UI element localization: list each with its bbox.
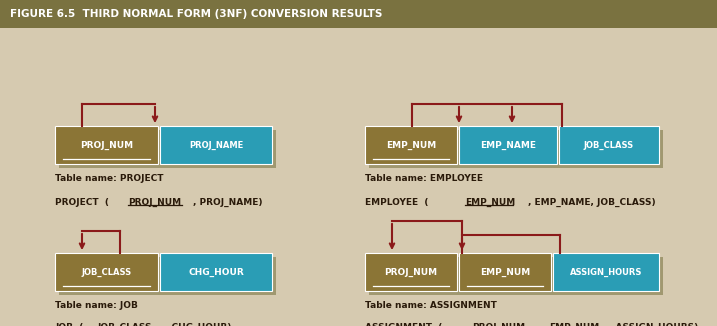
- Bar: [0, 0, 717, 28]
- Bar: [459, 126, 557, 164]
- Bar: [365, 126, 457, 164]
- Text: JOB_CLASS: JOB_CLASS: [82, 267, 132, 276]
- Text: , ASSIGN_HOURS): , ASSIGN_HOURS): [609, 323, 698, 326]
- Bar: [559, 126, 659, 164]
- Bar: [160, 126, 272, 164]
- Text: Table name: ASSIGNMENT: Table name: ASSIGNMENT: [365, 301, 497, 310]
- Bar: [559, 126, 659, 164]
- Text: ,: ,: [537, 323, 543, 326]
- Bar: [160, 126, 272, 164]
- Bar: [365, 253, 457, 291]
- Bar: [59, 130, 276, 168]
- Text: , EMP_NAME, JOB_CLASS): , EMP_NAME, JOB_CLASS): [528, 198, 655, 207]
- Text: ASSIGN_HOURS: ASSIGN_HOURS: [570, 267, 642, 276]
- Text: Table name: JOB: Table name: JOB: [55, 301, 138, 310]
- Text: JOB_CLASS: JOB_CLASS: [97, 323, 151, 326]
- Text: ASSIGNMENT  (: ASSIGNMENT (: [365, 323, 442, 326]
- Bar: [365, 126, 457, 164]
- Bar: [55, 126, 158, 164]
- Bar: [55, 253, 158, 291]
- Bar: [55, 253, 158, 291]
- Bar: [553, 253, 659, 291]
- Bar: [459, 253, 551, 291]
- Text: EMP_NUM: EMP_NUM: [465, 198, 516, 207]
- Text: EMP_NUM: EMP_NUM: [480, 267, 531, 276]
- Bar: [369, 130, 663, 168]
- Bar: [459, 253, 551, 291]
- Bar: [553, 253, 659, 291]
- Text: PROJECT  (: PROJECT (: [55, 198, 109, 207]
- Text: JOB_CLASS: JOB_CLASS: [584, 141, 634, 150]
- Bar: [369, 257, 663, 295]
- Bar: [365, 253, 457, 291]
- Text: PROJ_NUM: PROJ_NUM: [472, 323, 525, 326]
- Text: EMP_NUM: EMP_NUM: [386, 141, 436, 150]
- Text: PROJ_NUM: PROJ_NUM: [384, 267, 437, 276]
- Text: Table name: PROJECT: Table name: PROJECT: [55, 174, 163, 183]
- Text: EMPLOYEE  (: EMPLOYEE (: [365, 198, 429, 207]
- Text: EMP_NUM: EMP_NUM: [549, 323, 599, 326]
- Bar: [459, 126, 557, 164]
- Bar: [59, 257, 276, 295]
- Text: , CHG_HOUR): , CHG_HOUR): [165, 323, 232, 326]
- Text: , PROJ_NAME): , PROJ_NAME): [193, 198, 262, 207]
- Text: PROJ_NAME: PROJ_NAME: [189, 141, 243, 150]
- Bar: [55, 126, 158, 164]
- Text: PROJ_NUM: PROJ_NUM: [80, 141, 133, 150]
- Text: CHG_HOUR: CHG_HOUR: [188, 267, 244, 276]
- Bar: [160, 253, 272, 291]
- Bar: [160, 253, 272, 291]
- Text: Table name: EMPLOYEE: Table name: EMPLOYEE: [365, 174, 483, 183]
- Text: EMP_NAME: EMP_NAME: [480, 141, 536, 150]
- Text: PROJ_NUM: PROJ_NUM: [128, 198, 181, 207]
- Text: FIGURE 6.5  THIRD NORMAL FORM (3NF) CONVERSION RESULTS: FIGURE 6.5 THIRD NORMAL FORM (3NF) CONVE…: [10, 9, 382, 19]
- Text: JOB  (: JOB (: [55, 323, 83, 326]
